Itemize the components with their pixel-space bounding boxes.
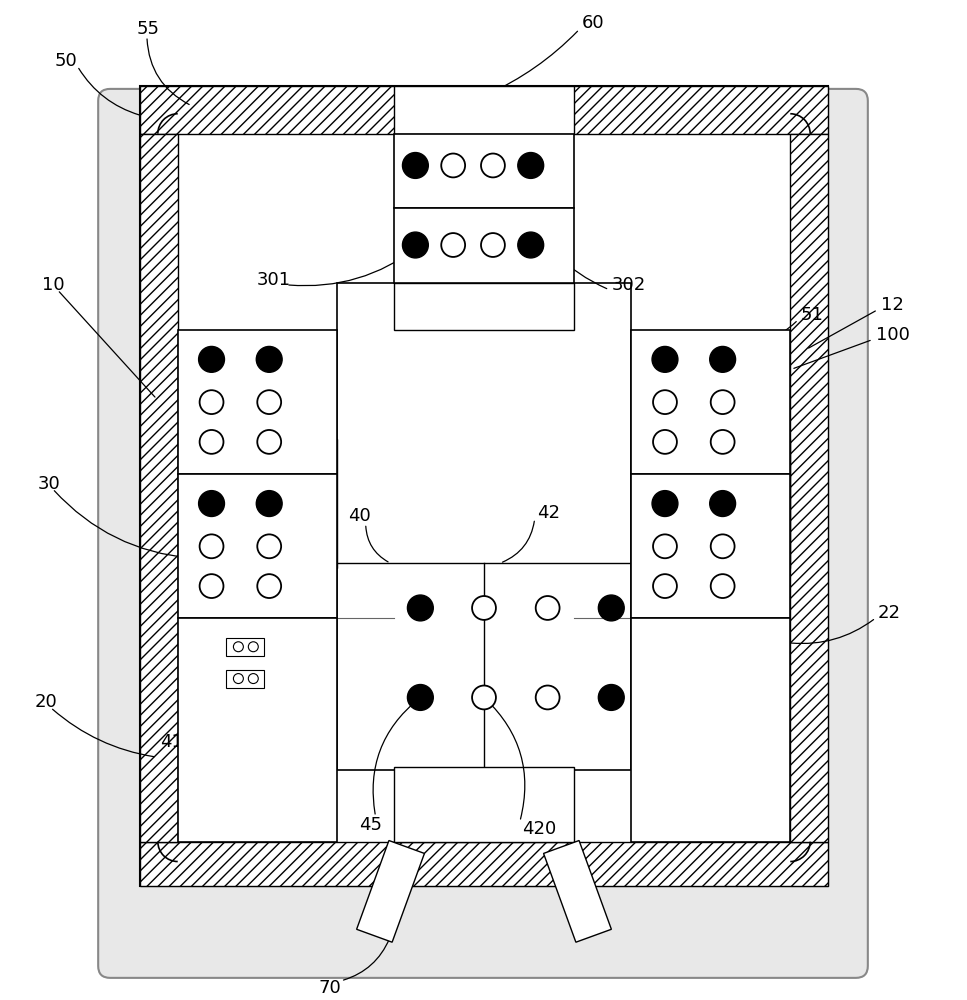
Circle shape [402, 153, 428, 178]
Circle shape [653, 574, 677, 598]
Bar [631, 330, 790, 474]
Circle shape [653, 534, 677, 558]
Circle shape [652, 346, 678, 372]
Circle shape [652, 491, 678, 516]
Circle shape [599, 595, 625, 621]
Text: 41: 41 [160, 733, 183, 751]
Text: 301: 301 [256, 271, 290, 289]
Text: 42: 42 [537, 504, 560, 522]
Circle shape [256, 491, 282, 516]
Bar [394, 283, 574, 330]
Circle shape [711, 390, 735, 414]
FancyBboxPatch shape [99, 89, 867, 978]
Circle shape [256, 346, 282, 372]
Circle shape [249, 674, 258, 684]
Circle shape [472, 596, 496, 620]
Circle shape [711, 430, 735, 454]
Circle shape [711, 574, 735, 598]
Bar [178, 330, 337, 474]
Circle shape [481, 154, 505, 177]
Circle shape [441, 233, 465, 257]
Circle shape [199, 430, 223, 454]
Text: 70: 70 [319, 979, 341, 997]
Circle shape [441, 154, 465, 177]
Bar [631, 618, 790, 842]
Circle shape [249, 642, 258, 652]
Text: 50: 50 [54, 52, 77, 70]
Text: 100: 100 [876, 326, 910, 344]
Text: 55: 55 [137, 20, 160, 38]
Circle shape [536, 686, 560, 709]
Text: 51: 51 [801, 306, 823, 324]
Bar [394, 767, 574, 842]
Circle shape [517, 232, 543, 258]
FancyBboxPatch shape [357, 841, 425, 942]
Bar [226, 670, 264, 688]
Bar [140, 134, 178, 842]
Text: 420: 420 [522, 820, 556, 838]
Circle shape [407, 595, 433, 621]
Bar [337, 283, 631, 770]
Circle shape [599, 685, 625, 710]
Text: 20: 20 [35, 693, 57, 711]
Circle shape [472, 686, 496, 709]
Text: 302: 302 [611, 276, 646, 294]
Circle shape [653, 390, 677, 414]
Bar [394, 86, 574, 134]
Circle shape [402, 232, 428, 258]
Circle shape [653, 430, 677, 454]
Bar [631, 474, 790, 618]
FancyBboxPatch shape [543, 841, 611, 942]
Circle shape [710, 491, 736, 516]
Bar [140, 86, 828, 134]
Circle shape [710, 346, 736, 372]
Text: 40: 40 [348, 507, 370, 525]
Circle shape [257, 430, 281, 454]
Circle shape [199, 534, 223, 558]
Circle shape [536, 596, 560, 620]
Circle shape [199, 574, 223, 598]
Circle shape [711, 534, 735, 558]
Bar [790, 134, 828, 842]
Bar [178, 618, 337, 842]
Text: 30: 30 [38, 475, 60, 493]
Bar [178, 474, 337, 618]
Circle shape [517, 153, 543, 178]
Bar [226, 638, 264, 656]
Bar [178, 439, 337, 568]
Circle shape [199, 390, 223, 414]
Circle shape [198, 346, 224, 372]
Bar [394, 208, 574, 283]
Text: 10: 10 [43, 276, 65, 294]
Text: 22: 22 [878, 604, 901, 622]
Circle shape [198, 491, 224, 516]
Circle shape [481, 233, 505, 257]
Circle shape [257, 574, 281, 598]
Bar [631, 439, 790, 568]
Text: 45: 45 [359, 816, 382, 834]
Text: 12: 12 [881, 296, 903, 314]
Circle shape [233, 674, 244, 684]
Circle shape [257, 390, 281, 414]
Circle shape [257, 534, 281, 558]
Circle shape [233, 642, 244, 652]
Text: 60: 60 [581, 14, 604, 32]
Bar [394, 134, 574, 208]
Bar [140, 86, 828, 886]
Circle shape [407, 685, 433, 710]
Bar [140, 842, 828, 886]
